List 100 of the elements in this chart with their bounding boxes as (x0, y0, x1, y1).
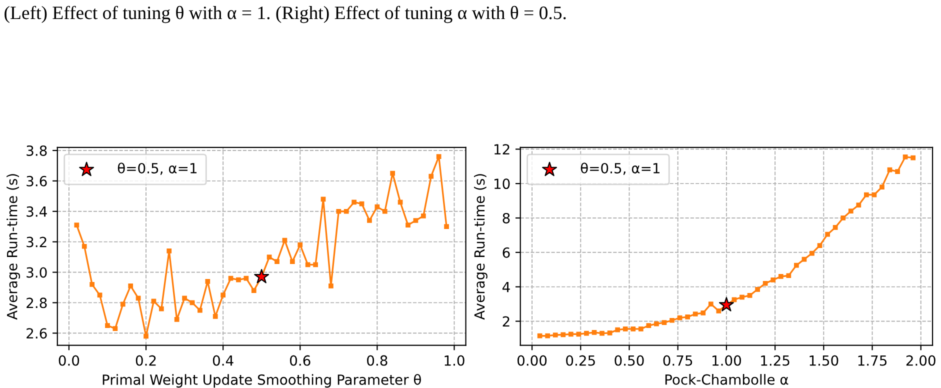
x-axis-title: Pock-Chambolle α (665, 374, 788, 385)
point (344, 208, 349, 214)
point (266, 254, 272, 260)
point (560, 332, 566, 338)
point (810, 250, 814, 256)
point (902, 154, 908, 160)
point (436, 154, 442, 160)
point (747, 292, 752, 298)
point (794, 262, 799, 268)
point (420, 214, 426, 218)
y-tick-label: 3.6 (26, 176, 47, 186)
legend-label: θ=0.5, α=1 (118, 162, 197, 175)
x-tick-label: 1.25 (761, 355, 790, 366)
point (254, 268, 270, 284)
point (622, 326, 628, 332)
point (708, 302, 714, 306)
y-tick-label: 2 (502, 316, 510, 327)
point (413, 218, 418, 223)
point (251, 288, 256, 293)
point (740, 294, 744, 300)
point (151, 298, 156, 304)
point (313, 262, 318, 268)
point (428, 174, 434, 179)
legend-label: θ=0.5, α=1 (580, 162, 660, 175)
x-tick-label: 0.00 (517, 355, 547, 366)
point (545, 333, 550, 338)
point (290, 259, 295, 264)
point (662, 320, 667, 326)
point (298, 242, 303, 248)
x-tick-label: 1.75 (858, 355, 887, 366)
point (778, 274, 784, 279)
point (136, 296, 141, 301)
point (646, 323, 652, 328)
y-tick-label: 12 (494, 144, 510, 154)
point (630, 326, 636, 332)
y-axis-title: Average Run-time (s) (474, 174, 488, 320)
x-tick-label: 0.75 (663, 355, 692, 366)
x-tick-label: 1.0 (444, 355, 464, 366)
point (158, 306, 164, 312)
point (718, 297, 734, 312)
y-tick-label: 3.4 (26, 206, 47, 217)
y-tick-label: 2.6 (26, 328, 47, 339)
point (352, 200, 356, 205)
point (274, 259, 280, 264)
point (328, 284, 334, 288)
point (600, 330, 604, 336)
y-tick-label: 8 (502, 212, 510, 224)
point (198, 308, 202, 313)
point (700, 310, 706, 316)
point (236, 277, 241, 282)
point (244, 276, 249, 281)
point (576, 332, 582, 337)
point (864, 192, 869, 198)
point (817, 243, 822, 248)
x-tick-label: 0.6 (290, 355, 310, 366)
point (755, 286, 760, 292)
point (367, 218, 372, 223)
y-tick-label: 3.2 (26, 236, 46, 248)
point (336, 208, 342, 214)
point (692, 312, 698, 316)
point (220, 292, 226, 298)
x-tick-label: 0.25 (566, 355, 595, 366)
point (670, 318, 674, 323)
point (848, 208, 854, 214)
text: (Left) Effect of tuning θ with α = 1. (Right) Effect of tuning α with θ = 0.5. (4, 6, 566, 24)
point (212, 314, 218, 319)
point (537, 333, 542, 338)
y-tick-label: 3.0 (26, 267, 47, 278)
point (182, 296, 187, 301)
x-tick-label: 2.00 (906, 355, 936, 366)
point (166, 248, 172, 254)
point (205, 278, 210, 284)
point (74, 222, 80, 228)
point (120, 302, 126, 307)
x-axis-title: Primal Weight Update Smoothing Parameter θ (102, 374, 421, 388)
point (615, 327, 620, 332)
point (128, 284, 134, 288)
point (895, 169, 900, 174)
point (105, 323, 110, 328)
point (382, 208, 388, 214)
point (82, 244, 87, 249)
point (654, 321, 659, 326)
point (584, 330, 589, 336)
point (825, 232, 830, 237)
y-tick-label: 4 (502, 282, 510, 292)
point (607, 330, 612, 336)
point (144, 334, 148, 339)
point (97, 292, 102, 298)
y-tick-label: 10 (494, 178, 510, 190)
x-tick-label: 0.4 (212, 355, 234, 366)
point (174, 317, 180, 322)
point (112, 326, 118, 332)
point (568, 332, 574, 337)
point (910, 155, 916, 160)
point (444, 224, 449, 230)
point (762, 280, 768, 286)
point (786, 273, 792, 278)
point (856, 202, 862, 208)
y-tick-label: 6 (502, 247, 510, 258)
point (552, 332, 558, 338)
